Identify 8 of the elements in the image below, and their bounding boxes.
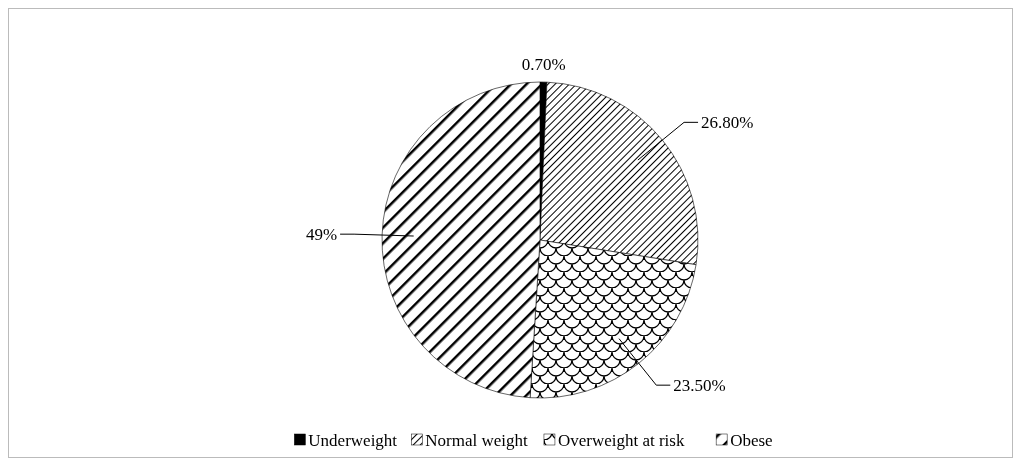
legend-label: Overweight at risk — [557, 430, 685, 450]
legend-label: Normal weight — [425, 430, 528, 450]
legend-label: Obese — [730, 430, 773, 450]
data-label: 23.50% — [673, 376, 726, 396]
legend-label: Underweight — [308, 430, 398, 450]
data-label: 26.80% — [701, 113, 754, 133]
data-label: 49% — [305, 225, 338, 245]
data-label: 0.70% — [521, 55, 566, 74]
